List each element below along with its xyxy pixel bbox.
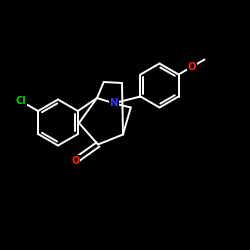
Text: N: N — [110, 98, 118, 108]
Text: O: O — [188, 62, 196, 72]
Text: Cl: Cl — [16, 96, 26, 106]
Text: O: O — [72, 156, 80, 166]
